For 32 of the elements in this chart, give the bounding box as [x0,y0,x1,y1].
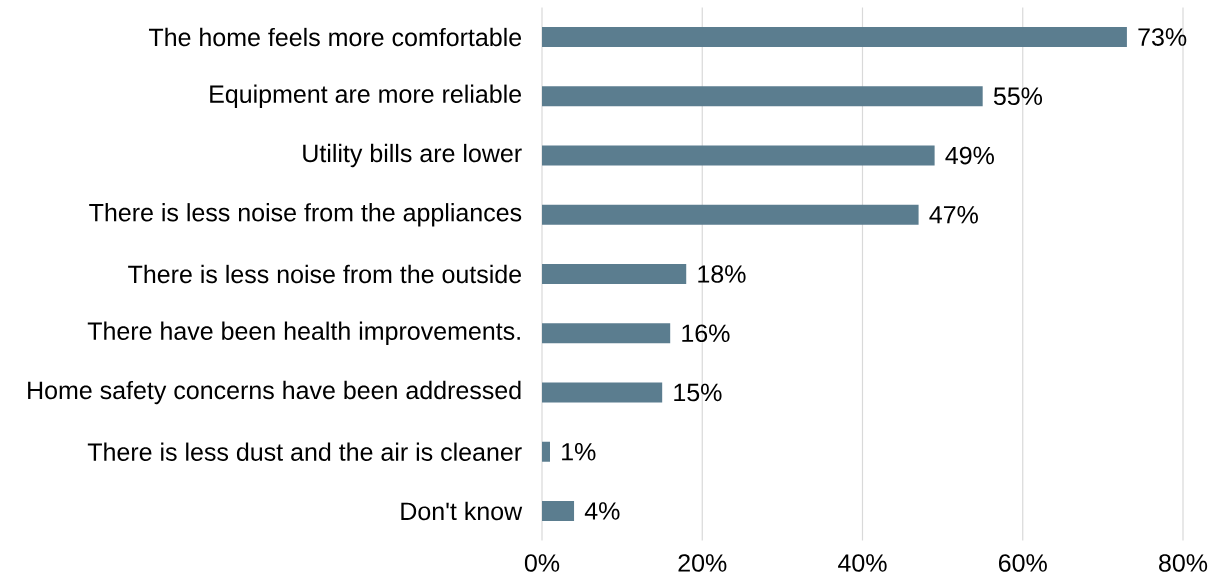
x-tick-label: 60% [999,554,1047,572]
y-tick-label: There is less noise from the appliances [89,203,522,227]
y-tick-label: Home safety concerns have been addressed [28,380,521,405]
bar [542,323,671,344]
bar [542,441,551,462]
x-tick-label: 80% [1159,554,1208,572]
y-tick-label: Equipment are more reliable [210,84,522,108]
y-tick-label: There have been health improvements. [87,321,520,345]
bar [542,382,663,403]
x-tick-label: 20% [678,554,727,572]
bar [542,500,575,521]
data-label: 49% [945,146,994,165]
data-label: 47% [929,206,978,224]
data-label: 55% [993,87,1043,106]
data-label: 73% [1138,28,1187,46]
y-tick-label: Utility bills are lower [303,143,522,168]
y-tick-label: There is less noise from the outside [128,264,522,284]
data-label: 4% [584,502,620,520]
bar [542,86,983,107]
y-tick-label: There is less dust and the air is cleaner [87,442,522,461]
bar [542,204,919,225]
data-label: 1% [562,442,596,461]
bar [542,27,1127,48]
bar [542,145,935,166]
data-label: 16% [682,324,730,343]
data-label: 18% [698,265,746,283]
y-tick-label: The home feels more comfortable [148,27,522,47]
x-tick-label: 40% [838,554,887,572]
y-tick-label: Don't know [401,501,523,521]
data-label: 15% [674,383,722,402]
bar [542,264,687,285]
x-tick-label: 0% [524,554,560,572]
